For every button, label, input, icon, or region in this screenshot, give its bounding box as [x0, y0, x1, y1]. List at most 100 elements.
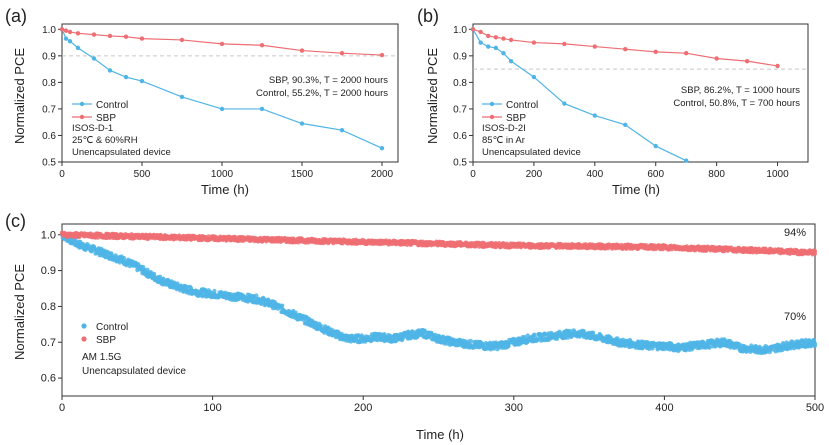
data-point-control	[531, 74, 537, 80]
data-point-sbp	[592, 44, 598, 49]
y-tick-label: 0.7	[453, 104, 467, 115]
data-point-sbp	[299, 48, 305, 53]
data-point-control	[75, 45, 81, 51]
x-tick-label: 300	[505, 402, 523, 414]
panel-a-xlabel: Time (h)	[201, 182, 249, 197]
data-point-control	[121, 255, 127, 261]
data-point-sbp	[379, 52, 385, 58]
data-point-control	[707, 345, 712, 350]
y-tick-label: 0.8	[453, 78, 467, 89]
panel-b-legend: Control SBP	[482, 100, 538, 124]
x-tick-label: 0	[59, 402, 65, 414]
panel-c-xlabel: Time (h)	[416, 427, 464, 442]
panel-b-plot	[470, 27, 780, 163]
y-tick-label: 0.9	[453, 51, 467, 62]
panel-c-plot	[59, 230, 818, 355]
legend-sbp-marker	[79, 114, 85, 120]
legend-control-text: Control	[96, 322, 128, 333]
data-point-control	[493, 45, 499, 51]
y-tick-label: 1.0	[41, 229, 56, 241]
data-point-control	[653, 143, 658, 149]
legend-sbp-marker	[489, 114, 495, 120]
panel-a-condition-3: Unencapsulated device	[72, 147, 171, 158]
data-point-control	[535, 337, 540, 342]
panel-a-label: (a)	[5, 6, 27, 26]
data-point-control	[379, 146, 385, 151]
data-point-control	[478, 40, 483, 45]
data-point-control	[501, 50, 506, 56]
y-tick-label: 1.0	[453, 25, 467, 36]
data-point-control	[145, 267, 150, 272]
data-point-control	[812, 341, 818, 346]
panel-c-condition-1: AM 1.5G	[82, 352, 122, 363]
panel-b: (b) Normalized PCE Time (h) 0 200 400 600 80…	[417, 6, 809, 197]
series-points-sbp	[59, 230, 818, 257]
data-point-control	[107, 68, 113, 73]
legend-control-text: Control	[96, 100, 128, 111]
panel-a-condition-2: 25℃ & 60%RH	[72, 135, 138, 146]
data-point-control	[219, 106, 225, 112]
panel-a-ylabel: Normalized PCE	[12, 48, 27, 144]
panel-a-condition-1: ISOS-D-1	[72, 123, 113, 134]
data-point-control	[508, 58, 514, 64]
data-point-sbp	[219, 41, 225, 47]
panel-c-end-label-control: 70%	[784, 311, 806, 323]
data-point-control	[339, 127, 345, 133]
data-point-sbp	[63, 28, 69, 33]
data-point-control	[254, 293, 259, 298]
data-point-sbp	[623, 47, 628, 52]
y-tick-label: 0.6	[453, 131, 467, 142]
axes-frame	[61, 223, 816, 397]
data-point-control	[212, 288, 217, 294]
x-tick-label: 0	[59, 169, 65, 180]
y-tick-label: 0.9	[42, 51, 56, 62]
data-point-sbp	[501, 36, 506, 41]
data-point-sbp	[478, 29, 483, 35]
data-point-control	[123, 74, 129, 80]
data-point-control	[554, 336, 560, 341]
axes-frame	[61, 23, 399, 163]
data-point-sbp	[91, 32, 97, 37]
axes-frame	[472, 23, 809, 163]
legend-control-marker	[79, 101, 85, 107]
y-tick-label: 0.9	[41, 265, 56, 277]
y-tick-label: 0.6	[41, 373, 56, 385]
y-tick-label: 0.7	[41, 337, 56, 349]
x-tick-label: 500	[134, 169, 151, 180]
panel-b-xlabel: Time (h)	[612, 182, 660, 197]
x-tick-label: 200	[526, 169, 543, 180]
panel-b-condition-3: Unencapsulated device	[482, 147, 581, 158]
data-point-control	[91, 56, 97, 61]
panel-a: (a) Normalized PCE Time (h) 0 500 1000 1500…	[5, 6, 399, 197]
panel-b-annotation-control: Control, 50.8%, T = 700 hours	[673, 98, 800, 109]
x-tick-label: 400	[655, 402, 673, 414]
data-point-sbp	[812, 251, 818, 256]
data-point-sbp	[470, 27, 476, 32]
data-point-control	[200, 294, 205, 299]
data-point-sbp	[683, 50, 689, 56]
data-point-control	[683, 158, 689, 163]
data-point-control	[781, 340, 786, 346]
data-point-sbp	[59, 27, 65, 32]
x-tick-label: 500	[806, 402, 824, 414]
data-point-control	[67, 39, 73, 44]
data-point-control	[280, 303, 285, 308]
data-point-control	[259, 106, 265, 112]
data-point-control	[318, 323, 323, 328]
legend-sbp-text: SBP	[96, 113, 116, 124]
x-tick-label: 200	[354, 402, 372, 414]
data-point-sbp	[493, 35, 499, 40]
data-point-control	[592, 113, 598, 118]
y-tick-label: 0.5	[42, 158, 56, 169]
data-point-control	[179, 94, 185, 100]
data-point-control	[790, 339, 795, 344]
legend-sbp-text: SBP	[96, 335, 116, 346]
legend-control-marker	[81, 323, 87, 329]
panel-b-ylabel: Normalized PCE	[425, 48, 440, 144]
data-point-sbp	[123, 34, 129, 39]
legend-sbp-text: SBP	[506, 113, 526, 124]
data-point-control	[63, 36, 69, 41]
x-tick-label: 1000	[211, 169, 234, 180]
panel-c-end-label-sbp: 94%	[784, 227, 806, 239]
